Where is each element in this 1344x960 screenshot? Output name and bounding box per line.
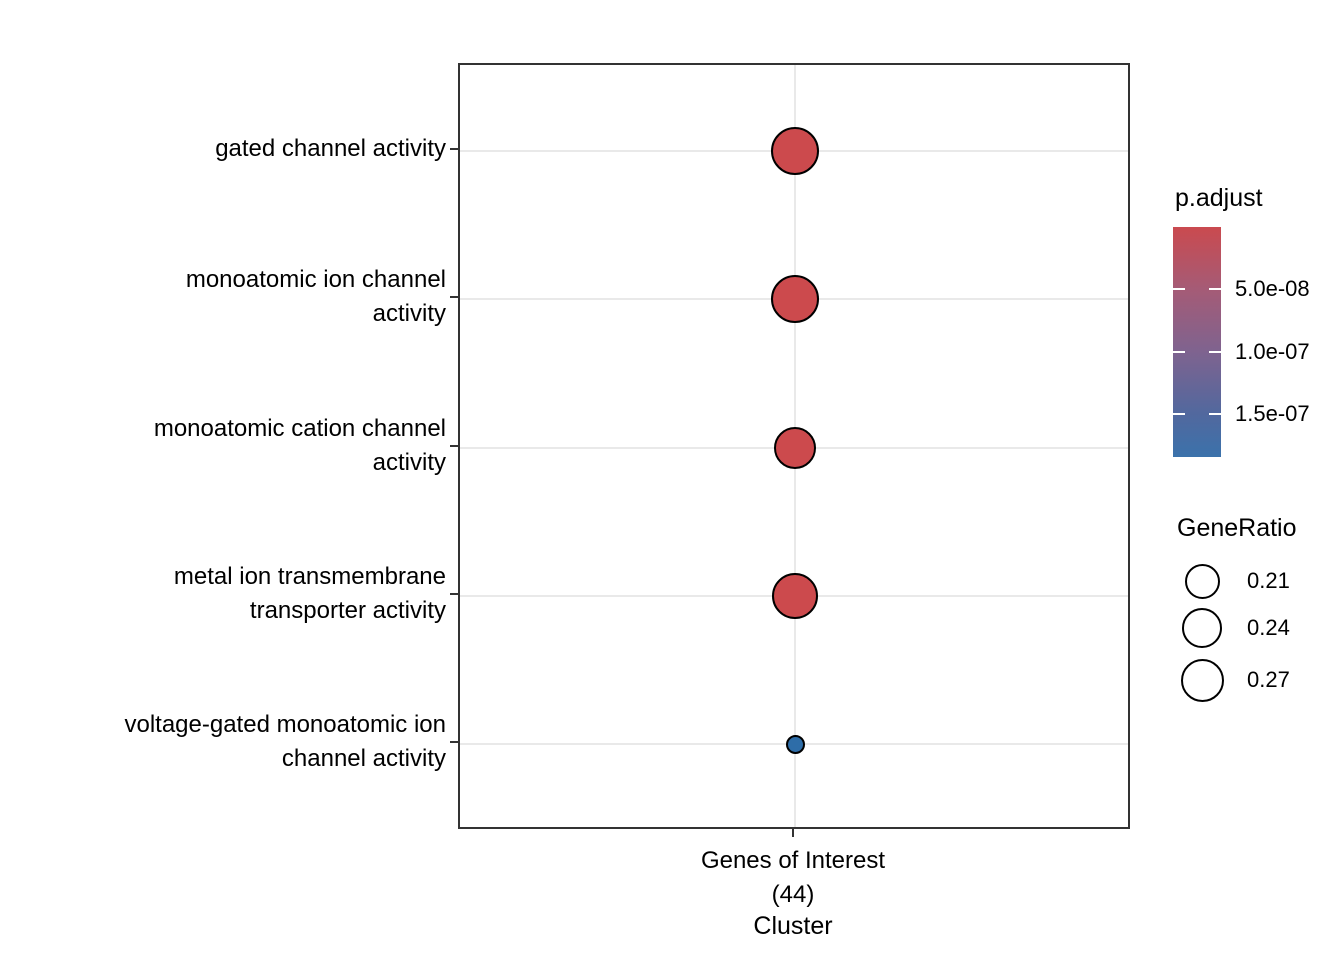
y-axis-category-label-line: metal ion transmembrane <box>173 562 446 590</box>
y-axis-tick <box>450 592 458 595</box>
gene-ratio-legend-title: GeneRatio <box>1177 514 1297 542</box>
y-axis-category-label-line: monoatomic cation channel <box>153 414 446 442</box>
gene-ratio-legend-circle <box>1180 658 1224 702</box>
gene-ratio-legend-circle <box>1184 563 1220 599</box>
colorbar-tick <box>1209 350 1221 353</box>
colorbar-tick <box>1209 412 1221 415</box>
plot-panel <box>458 63 1130 829</box>
p-adjust-colorbar <box>1173 227 1221 457</box>
y-axis-tick <box>450 296 458 299</box>
x-axis-tick-label-line2: (44) <box>771 881 815 908</box>
y-axis-category-label: metal ion transmembrane transporter activ… <box>0 560 446 628</box>
y-axis-category-label-line: monoatomic ion channel <box>185 266 446 294</box>
colorbar-tick-label: 1.0e-07 <box>1235 338 1310 364</box>
y-axis-category-label-line: channel activity <box>281 745 446 772</box>
y-axis-category-label-line: voltage-gated monoatomic ion <box>124 711 446 738</box>
colorbar-tick <box>1173 288 1185 291</box>
x-axis-tick-label-line1: Genes of Interest <box>700 847 886 874</box>
colorbar-tick <box>1173 350 1185 353</box>
y-axis-category-label: voltage-gated monoatomic ion channel acti… <box>0 708 446 776</box>
x-axis-title: Cluster <box>753 912 833 940</box>
y-axis-category-label: gated channel activity <box>0 132 446 166</box>
data-point-dot <box>774 426 816 469</box>
x-axis-tick-label: Genes of Interest (44) <box>593 844 993 912</box>
y-axis-category-label-line: gated channel activity <box>215 135 446 162</box>
gene-ratio-legend-label: 0.27 <box>1247 667 1290 692</box>
data-point-dot <box>771 127 819 175</box>
colorbar-tick-label: 5.0e-08 <box>1235 276 1310 302</box>
y-axis-category-label-line: activity <box>372 448 446 476</box>
y-axis-category-label: monoatomic ion channel activity <box>0 263 446 331</box>
colorbar-tick-label: 1.5e-07 <box>1235 400 1310 426</box>
p-adjust-legend-title: p.adjust <box>1175 184 1263 212</box>
x-axis-tick <box>792 829 794 837</box>
y-axis-category-label-line: activity <box>372 300 446 328</box>
y-axis-tick <box>450 148 458 150</box>
colorbar-tick <box>1209 288 1221 291</box>
y-axis-category-label: monoatomic cation channel activity <box>0 412 446 480</box>
colorbar-tick <box>1173 412 1185 415</box>
gene-ratio-legend-label: 0.21 <box>1247 568 1290 593</box>
data-point-dot <box>772 572 818 619</box>
y-axis-category-label-line: transporter activity <box>249 596 446 624</box>
y-axis-tick <box>450 741 458 743</box>
y-axis-tick <box>450 444 458 447</box>
gene-ratio-legend-circle <box>1182 608 1222 648</box>
data-point-dot <box>771 275 819 324</box>
data-point-dot <box>785 734 805 754</box>
gene-ratio-legend-label: 0.24 <box>1247 615 1290 640</box>
